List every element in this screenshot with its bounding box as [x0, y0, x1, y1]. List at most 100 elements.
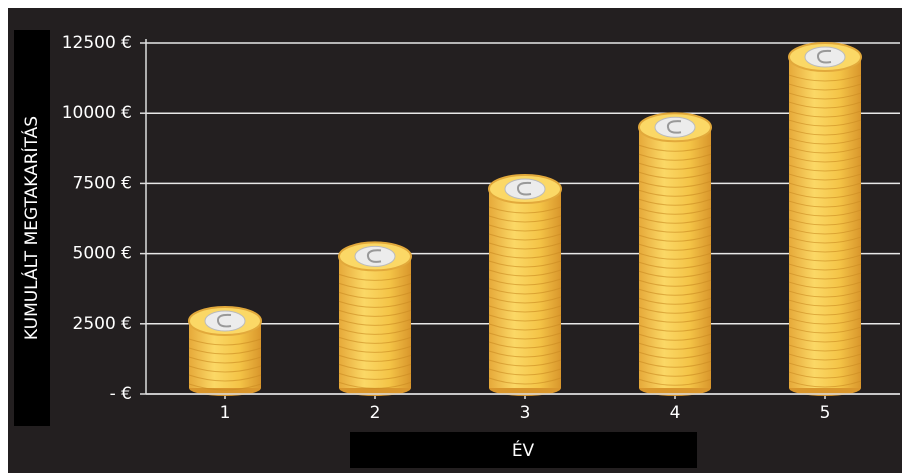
coin-edge [638, 225, 712, 233]
coin-edge [638, 243, 712, 251]
coin-edge [788, 236, 862, 244]
coin-edge [788, 218, 862, 226]
euro-icon [216, 313, 232, 328]
coin-edge [188, 356, 262, 364]
coin-edge [638, 378, 712, 386]
coin-edge [788, 110, 862, 118]
coin-edge [638, 333, 712, 341]
coin-edge [338, 372, 412, 380]
coin-face [654, 116, 696, 138]
coin-edge [788, 371, 862, 379]
coin-stack [188, 305, 262, 396]
coin-edge [338, 363, 412, 371]
coin-stack [638, 112, 712, 396]
coin-edge [788, 74, 862, 82]
coin-edge [488, 260, 562, 268]
coin-edge [488, 323, 562, 331]
coin-edge [338, 300, 412, 308]
coin-edge [788, 119, 862, 127]
coin-edge [638, 315, 712, 323]
coin-edge [188, 383, 262, 391]
coin-edge [788, 146, 862, 154]
coin-face [204, 310, 246, 332]
coin-edge [788, 128, 862, 136]
coin-edge [788, 245, 862, 253]
coin-edge [788, 101, 862, 109]
coin-edge [188, 347, 262, 355]
coin-edge [788, 182, 862, 190]
coin-edge [788, 200, 862, 208]
coin-edge [638, 261, 712, 269]
coin-edge [788, 362, 862, 370]
coin-face [504, 178, 546, 200]
coin-edge [488, 314, 562, 322]
coin-edge [338, 354, 412, 362]
euro-icon [816, 49, 832, 64]
coin-body [339, 256, 411, 388]
coin-edge [638, 270, 712, 278]
coin-edge [638, 252, 712, 260]
coin-edge [338, 318, 412, 326]
x-tick-label: 1 [220, 403, 231, 423]
coin-edge [338, 273, 412, 281]
y-tick-label: - € [110, 384, 132, 404]
y-tick-label: 12500 € [62, 33, 132, 53]
coin-edge [788, 173, 862, 181]
coin-edge [338, 345, 412, 353]
coin-edge [338, 336, 412, 344]
plot-background [8, 8, 902, 473]
coin-edge [638, 369, 712, 377]
x-axis-title: ÉV [512, 439, 535, 461]
coin-edge [488, 242, 562, 250]
coin-edge [788, 227, 862, 235]
coin-edge [788, 335, 862, 343]
coin-edge [638, 216, 712, 224]
coin-edge [188, 365, 262, 373]
coin-edge [638, 360, 712, 368]
coin-edge [638, 207, 712, 215]
coin-edge [788, 254, 862, 262]
coin-stack [788, 42, 862, 396]
coin-edge [488, 278, 562, 286]
coin-edge [638, 144, 712, 152]
coin-edge [638, 180, 712, 188]
y-tick-label: 2500 € [73, 314, 132, 334]
coin-edge [788, 209, 862, 217]
y-tick-label: 10000 € [62, 103, 132, 123]
coin-edge [488, 215, 562, 223]
coin-edge [488, 377, 562, 385]
coin-edge [338, 309, 412, 317]
coin-edge [788, 353, 862, 361]
coin-edge [338, 291, 412, 299]
euro-icon [366, 249, 382, 263]
y-tick-label: 7500 € [73, 173, 132, 193]
coin-edge [788, 380, 862, 388]
coin-edge [338, 381, 412, 389]
coin-edge [638, 198, 712, 206]
coin-edge [788, 281, 862, 289]
coin-edge [788, 308, 862, 316]
x-tick-label: 3 [520, 403, 531, 423]
coin-edge [788, 299, 862, 307]
x-tick-label: 2 [370, 403, 381, 423]
coin-edge [488, 305, 562, 313]
coin-edge [638, 297, 712, 305]
coin-edge [638, 171, 712, 179]
y-label-box [14, 30, 50, 426]
coin-edge [338, 282, 412, 290]
coin-edge [788, 290, 862, 298]
coin-edge [638, 189, 712, 197]
coin-edge [638, 162, 712, 170]
coin-edge [488, 341, 562, 349]
coin-edge [788, 272, 862, 280]
coin-edge [788, 191, 862, 199]
coin-stack [338, 241, 412, 396]
coin-edge [188, 374, 262, 382]
coin-face [354, 245, 396, 267]
coin-stack [488, 174, 562, 396]
coin-edge [488, 296, 562, 304]
y-tick-label: 5000 € [73, 244, 132, 264]
coin-edge [788, 83, 862, 91]
coin-edge [488, 206, 562, 214]
euro-icon [516, 181, 532, 196]
